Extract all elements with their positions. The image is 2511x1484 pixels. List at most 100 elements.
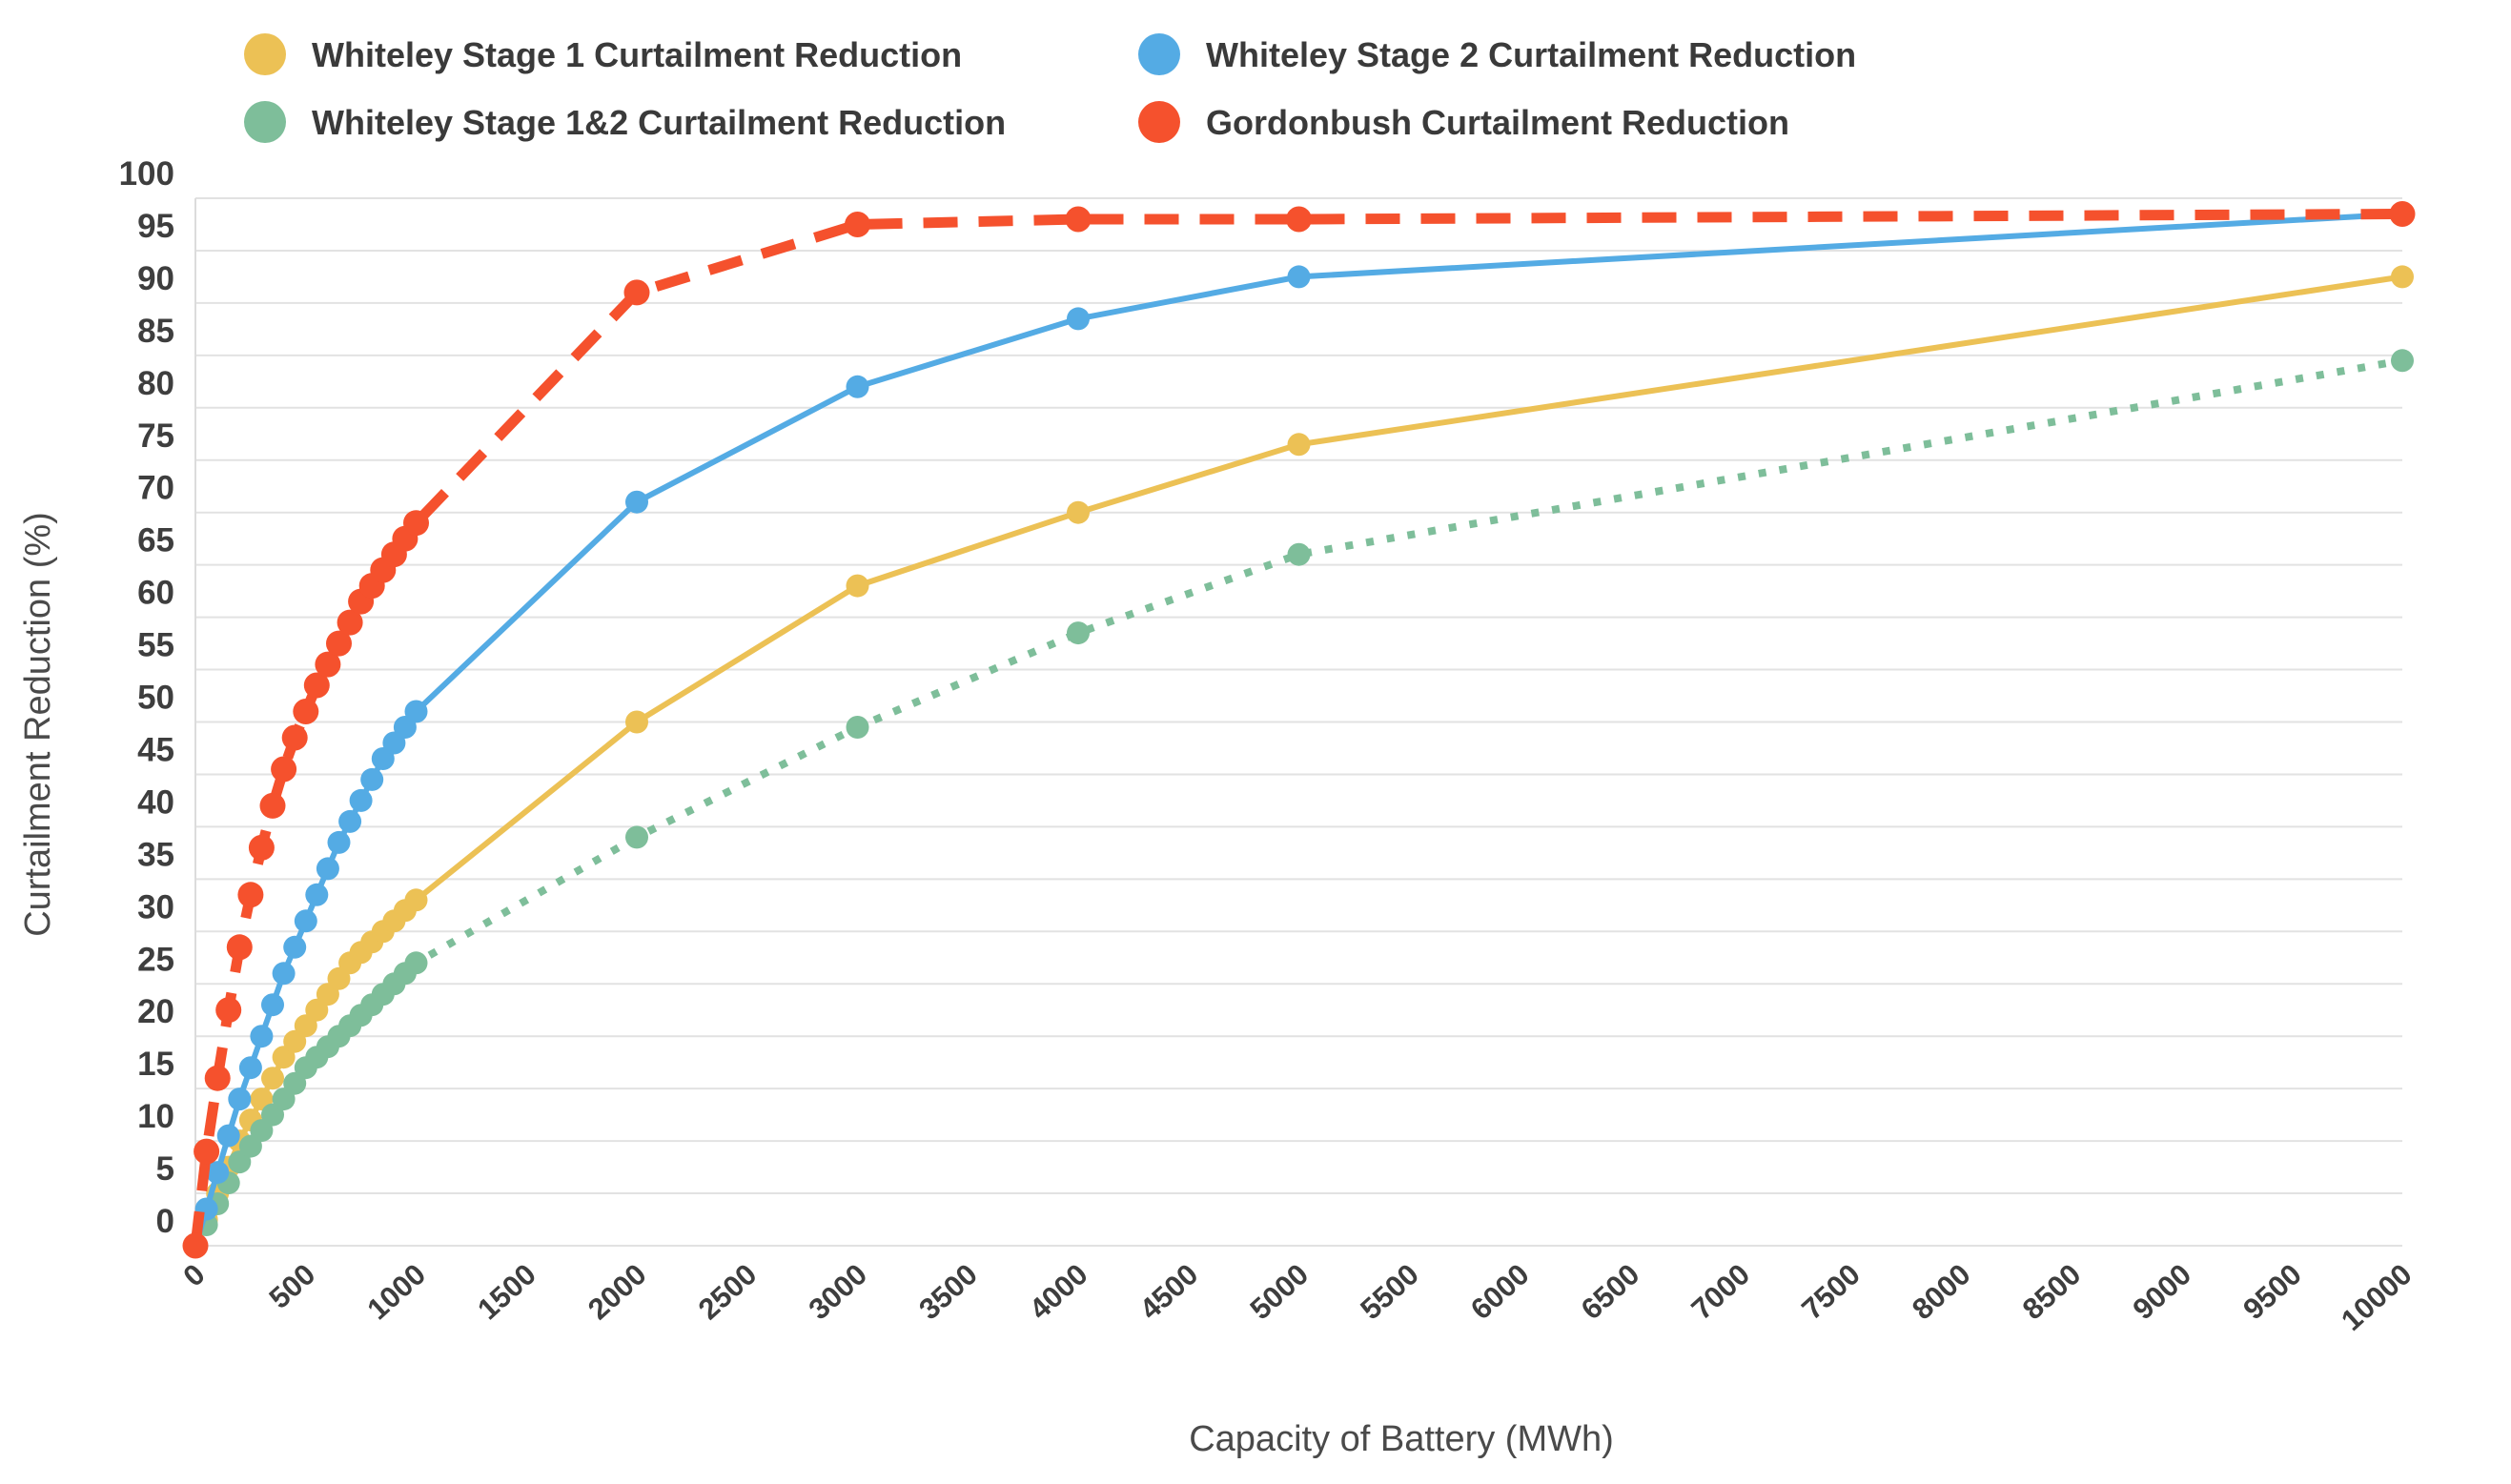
data-point-marker bbox=[403, 510, 429, 537]
data-point-marker bbox=[305, 883, 329, 906]
data-point-marker bbox=[182, 1232, 209, 1259]
data-point-marker bbox=[625, 825, 648, 849]
data-point-marker bbox=[283, 935, 307, 959]
x-tick-label: 2500 bbox=[692, 1257, 764, 1326]
x-tick-label: 0 bbox=[176, 1257, 211, 1293]
x-tick-label: 1500 bbox=[471, 1257, 542, 1326]
y-tick-label: 30 bbox=[137, 888, 174, 925]
data-point-marker bbox=[272, 962, 296, 986]
data-point-marker bbox=[293, 699, 319, 724]
legend-label: Gordonbush Curtailment Reduction bbox=[1206, 103, 1789, 142]
x-tick-label: 4000 bbox=[1023, 1257, 1094, 1326]
data-point-marker bbox=[360, 767, 384, 791]
x-axis-title: Capacity of Battery (MWh) bbox=[1189, 1419, 1614, 1459]
data-point-marker bbox=[216, 1124, 240, 1148]
series-4 bbox=[182, 201, 2416, 1259]
data-point-marker bbox=[281, 724, 308, 751]
data-point-marker bbox=[845, 212, 870, 237]
gridlines bbox=[194, 197, 2402, 1247]
x-tick-label: 7500 bbox=[1795, 1257, 1867, 1326]
data-point-marker bbox=[259, 792, 286, 819]
data-point-marker bbox=[846, 574, 869, 598]
data-point-marker bbox=[250, 1025, 274, 1048]
y-tick-label: 45 bbox=[137, 731, 174, 768]
legend-swatch-icon bbox=[244, 101, 286, 143]
legend-swatch-icon bbox=[1138, 101, 1180, 143]
y-tick-label: 0 bbox=[156, 1203, 174, 1240]
legend-item-3[interactable]: Whiteley Stage 1&2 Curtailment Reduction bbox=[244, 101, 1006, 143]
data-point-marker bbox=[294, 909, 317, 933]
y-axis-title: Curtailment Reduction (%) bbox=[18, 512, 58, 937]
data-point-marker bbox=[404, 700, 428, 723]
legend-item-4[interactable]: Gordonbush Curtailment Reduction bbox=[1138, 101, 1789, 143]
series-line bbox=[190, 209, 2403, 1247]
y-tick-label: 85 bbox=[137, 313, 174, 350]
y-tick-label: 25 bbox=[137, 941, 174, 978]
y-tick-label: 60 bbox=[137, 575, 174, 612]
data-point-marker bbox=[2389, 201, 2416, 227]
data-point-marker bbox=[1065, 206, 1092, 233]
y-tick-label: 55 bbox=[137, 627, 174, 664]
data-point-marker bbox=[1067, 621, 1090, 645]
x-tick-label: 8000 bbox=[1906, 1257, 1977, 1326]
data-point-marker bbox=[1287, 265, 1311, 289]
data-point-marker bbox=[238, 1056, 262, 1080]
legend-item-1[interactable]: Whiteley Stage 1 Curtailment Reduction bbox=[244, 33, 962, 75]
data-point-marker bbox=[1287, 542, 1311, 566]
y-tick-label: 10 bbox=[137, 1098, 174, 1135]
data-point-marker bbox=[215, 997, 242, 1024]
series-lines bbox=[182, 201, 2416, 1259]
data-point-marker bbox=[404, 888, 428, 912]
series-line bbox=[193, 211, 2403, 1247]
x-tick-label: 1000 bbox=[361, 1257, 433, 1326]
y-tick-label: 20 bbox=[137, 993, 174, 1030]
data-point-marker bbox=[1067, 307, 1090, 331]
data-point-marker bbox=[194, 1138, 220, 1165]
x-tick-label: 3000 bbox=[803, 1257, 874, 1326]
data-point-marker bbox=[846, 375, 869, 398]
data-point-marker bbox=[327, 830, 351, 854]
data-point-marker bbox=[248, 834, 275, 861]
x-tick-label: 6000 bbox=[1464, 1257, 1536, 1326]
legend-swatch-icon bbox=[1138, 33, 1180, 75]
x-tick-label: 9000 bbox=[2127, 1257, 2198, 1326]
data-point-marker bbox=[337, 609, 363, 636]
data-point-marker bbox=[404, 951, 428, 975]
legend-item-2[interactable]: Whiteley Stage 2 Curtailment Reduction bbox=[1138, 33, 1856, 75]
x-tick-label: 10000 bbox=[2335, 1257, 2418, 1337]
y-tick-label: 15 bbox=[137, 1046, 174, 1083]
legend-label: Whiteley Stage 1 Curtailment Reduction bbox=[312, 35, 962, 74]
series-line bbox=[192, 356, 2403, 1248]
y-tick-label: 75 bbox=[137, 417, 174, 455]
data-point-marker bbox=[625, 710, 648, 734]
data-point-marker bbox=[303, 672, 330, 699]
y-tick-label: 100 bbox=[119, 155, 174, 193]
data-point-marker bbox=[2391, 349, 2414, 373]
data-point-marker bbox=[846, 716, 869, 739]
data-point-marker bbox=[316, 857, 339, 881]
series-3 bbox=[184, 349, 2414, 1257]
x-axis-ticks: 0 500 1000 1500 2000 2500 3000 3500 4000 4500 5000… bbox=[176, 1257, 2418, 1337]
data-point-marker bbox=[1286, 206, 1312, 233]
legend-label: Whiteley Stage 1&2 Curtailment Reduction bbox=[312, 103, 1006, 142]
data-point-marker bbox=[1067, 500, 1090, 524]
data-point-marker bbox=[338, 809, 362, 833]
x-tick-label: 6500 bbox=[1575, 1257, 1646, 1326]
y-tick-label: 40 bbox=[137, 783, 174, 821]
data-point-marker bbox=[315, 651, 341, 678]
x-tick-label: 3500 bbox=[912, 1257, 984, 1326]
legend-swatch-icon bbox=[244, 33, 286, 75]
data-point-marker bbox=[261, 993, 284, 1017]
x-tick-label: 5500 bbox=[1354, 1257, 1425, 1326]
data-point-marker bbox=[271, 756, 297, 783]
x-tick-label: 8500 bbox=[2016, 1257, 2088, 1326]
data-point-marker bbox=[349, 788, 373, 812]
x-tick-label: 500 bbox=[263, 1257, 322, 1315]
y-tick-label: 35 bbox=[137, 836, 174, 873]
x-tick-label: 4500 bbox=[1133, 1257, 1205, 1326]
data-point-marker bbox=[261, 1067, 284, 1090]
x-tick-label: 5000 bbox=[1244, 1257, 1316, 1326]
data-point-marker bbox=[2391, 265, 2414, 289]
